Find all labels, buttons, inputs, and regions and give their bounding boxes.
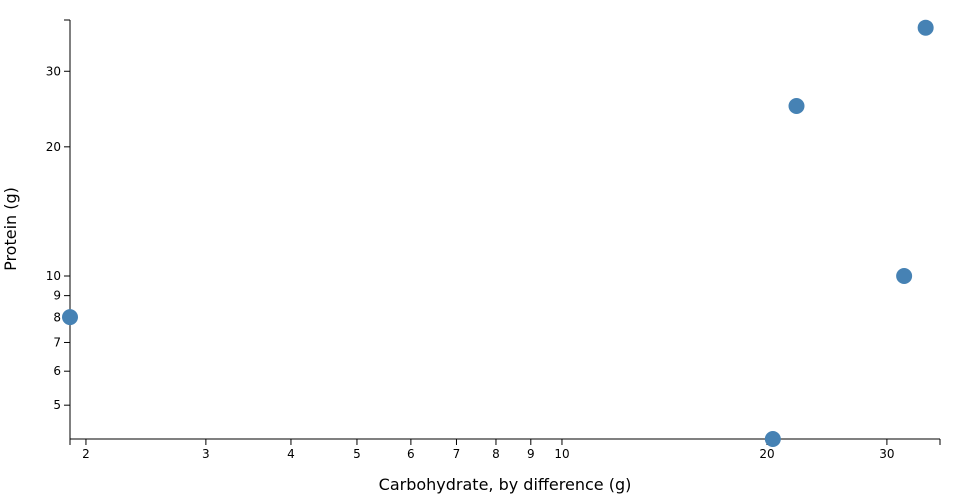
y-tick-label: 7 xyxy=(53,335,61,349)
point xyxy=(764,431,781,447)
point xyxy=(788,97,805,114)
x-tick-label: 2 xyxy=(82,447,90,461)
point xyxy=(62,309,78,326)
y-tick-label: 10 xyxy=(46,269,61,283)
x-tick-label: 10 xyxy=(554,447,569,461)
x-tick-label: 7 xyxy=(453,447,461,461)
x-tick-label: 6 xyxy=(407,447,415,461)
y-axis-title: Protein (g) xyxy=(1,187,20,271)
y-tick-label: 9 xyxy=(53,289,61,303)
x-tick-label: 4 xyxy=(287,447,295,461)
x-tick-label: 3 xyxy=(202,447,210,461)
x-tick-label: 30 xyxy=(879,447,894,461)
x-tick-label: 5 xyxy=(353,447,361,461)
x-axis-title: Carbohydrate, by difference (g) xyxy=(379,475,632,494)
y-tick-label: 20 xyxy=(46,140,61,154)
y-tick-label: 6 xyxy=(53,364,61,378)
x-tick-label: 8 xyxy=(492,447,500,461)
y-tick-label: 5 xyxy=(53,398,61,412)
x-tick-label: 20 xyxy=(759,447,774,461)
y-tick-label: 8 xyxy=(53,311,61,325)
point xyxy=(896,268,913,285)
point xyxy=(917,19,934,36)
y-tick-label: 30 xyxy=(46,64,61,78)
x-tick-label: 9 xyxy=(527,447,535,461)
